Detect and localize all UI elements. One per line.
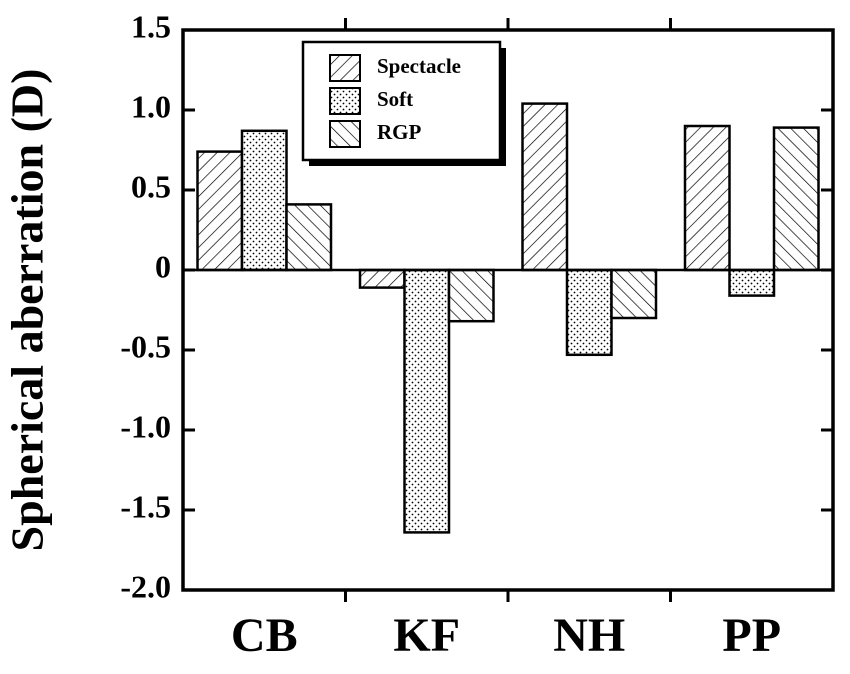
x-tick-label: CB bbox=[231, 609, 298, 662]
legend-swatch bbox=[329, 87, 361, 115]
bar bbox=[521, 102, 569, 272]
y-tick-label: 0.5 bbox=[131, 168, 171, 204]
x-tick-label: KF bbox=[393, 609, 460, 662]
y-tick-label: 1.0 bbox=[131, 88, 171, 124]
bar bbox=[728, 268, 776, 297]
y-tick-label: 1.5 bbox=[131, 8, 171, 44]
bar bbox=[565, 268, 613, 357]
bar bbox=[447, 268, 495, 323]
x-tick-label: PP bbox=[722, 609, 781, 662]
y-tick-label: -0.5 bbox=[120, 328, 171, 364]
legend-label: Spectacle bbox=[377, 54, 461, 78]
x-tick-label: NH bbox=[553, 609, 625, 662]
legend-swatch bbox=[329, 120, 361, 148]
y-tick-label: 0 bbox=[155, 248, 171, 284]
bar bbox=[285, 203, 333, 272]
y-axis-label: Spherical aberration (D) bbox=[2, 69, 53, 552]
legend-label: RGP bbox=[377, 120, 422, 144]
y-tick-label: -1.5 bbox=[120, 488, 171, 524]
legend-swatch bbox=[329, 54, 361, 82]
y-tick-label: -2.0 bbox=[120, 568, 171, 604]
bar bbox=[196, 150, 244, 272]
legend-label: Soft bbox=[377, 87, 413, 111]
bar bbox=[358, 268, 406, 289]
bar bbox=[610, 268, 658, 320]
bar bbox=[403, 268, 451, 534]
y-tick-label: -1.0 bbox=[120, 408, 171, 444]
bar bbox=[240, 129, 288, 272]
plot-frame bbox=[181, 28, 835, 592]
bar bbox=[683, 124, 731, 272]
bar bbox=[772, 126, 820, 272]
